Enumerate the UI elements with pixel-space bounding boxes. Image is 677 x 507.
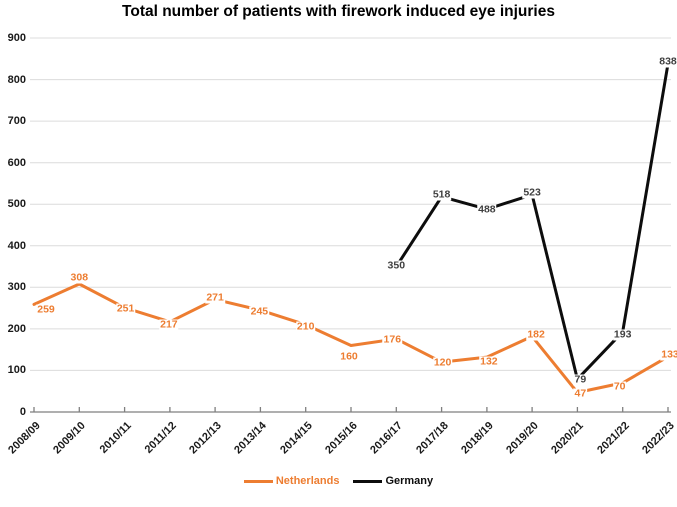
data-label-netherlands: 308 <box>69 271 90 284</box>
y-tick-label: 800 <box>7 73 26 86</box>
data-label-germany: 350 <box>386 259 407 272</box>
legend-label-germany: Germany <box>385 475 434 487</box>
data-label-germany: 523 <box>522 186 542 199</box>
data-label-netherlands: 245 <box>249 305 270 318</box>
legend-label-netherlands: Netherlands <box>275 475 340 487</box>
y-tick-label: 900 <box>7 32 26 44</box>
y-tick-label: 700 <box>7 115 26 128</box>
y-tick-label: 300 <box>7 281 26 294</box>
plot-area <box>30 37 671 413</box>
y-tick-label: 400 <box>7 239 26 252</box>
gridlines <box>30 37 671 371</box>
legend-item-germany: Germany <box>353 475 433 487</box>
data-label-netherlands: 120 <box>432 356 453 369</box>
data-label-netherlands: 70 <box>612 380 627 393</box>
x-axis-line <box>30 407 671 413</box>
data-label-netherlands: 182 <box>526 328 546 341</box>
chart-container: Total number of patients with firework i… <box>0 3 677 490</box>
data-label-germany: 193 <box>612 328 633 341</box>
data-label-netherlands: 271 <box>205 291 225 304</box>
legend: Netherlands Germany <box>0 472 677 490</box>
data-label-netherlands: 210 <box>295 320 316 333</box>
y-tick-label: 200 <box>7 322 26 335</box>
data-label-netherlands: 160 <box>339 350 359 362</box>
y-tick-label: 100 <box>7 364 26 377</box>
y-tick-label: 0 <box>19 406 26 418</box>
data-label-netherlands: 251 <box>115 302 136 315</box>
data-label-germany: 79 <box>573 373 588 386</box>
netherlands-line-swatch <box>243 479 273 483</box>
data-label-netherlands: 259 <box>36 303 56 316</box>
data-label-germany: 838 <box>658 55 677 68</box>
data-label-germany: 488 <box>477 203 497 216</box>
data-label-netherlands: 47 <box>573 387 588 399</box>
data-label-netherlands: 176 <box>382 333 403 346</box>
y-tick-label: 500 <box>7 198 26 211</box>
data-label-netherlands: 133 <box>660 349 677 361</box>
chart-title: Total number of patients with firework i… <box>122 3 555 20</box>
legend-item-netherlands: Netherlands <box>243 475 340 487</box>
series-line-netherlands <box>32 282 670 394</box>
germany-line-swatch <box>353 479 383 483</box>
y-tick-label: 600 <box>7 156 26 169</box>
data-label-netherlands: 132 <box>479 355 499 368</box>
data-label-germany: 518 <box>431 188 452 201</box>
data-label-netherlands: 217 <box>159 318 179 331</box>
